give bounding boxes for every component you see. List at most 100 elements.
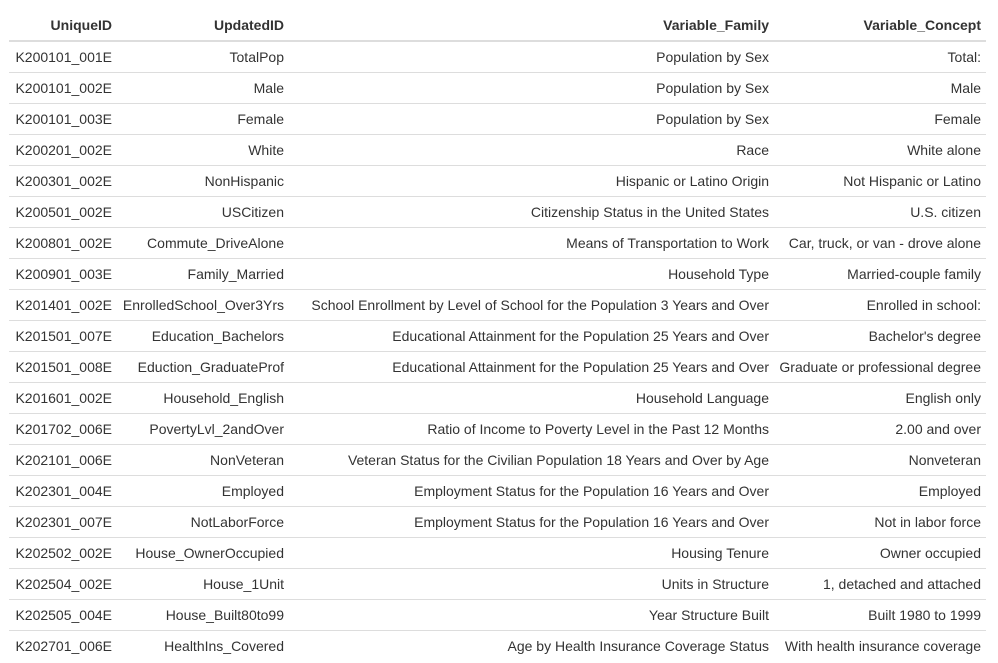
cell-variable-concept: Graduate or professional degree xyxy=(774,351,986,383)
cell-updatedid: Employed xyxy=(117,475,289,507)
cell-variable-family: Educational Attainment for the Populatio… xyxy=(289,351,774,383)
table-row: K200101_001E TotalPop Population by Sex Tot… xyxy=(9,41,986,73)
cell-uniqueid: K200301_002E xyxy=(9,165,117,197)
cell-uniqueid: K201601_002E xyxy=(9,382,117,414)
cell-uniqueid: K200101_002E xyxy=(9,72,117,104)
table-row: K202301_007E NotLaborForce Employment Stat… xyxy=(9,506,986,538)
cell-updatedid: Family_Married xyxy=(117,258,289,290)
table-row: K202101_006E NonVeteran Veteran Status for… xyxy=(9,444,986,476)
column-header-updatedid: UpdatedID xyxy=(117,9,289,42)
table-row: K200201_002E White Race White alone xyxy=(9,134,986,166)
cell-variable-concept: 1, detached and attached xyxy=(774,568,986,600)
cell-variable-concept: Female xyxy=(774,103,986,135)
cell-uniqueid: K202504_002E xyxy=(9,568,117,600)
cell-updatedid: PovertyLvl_2andOver xyxy=(117,413,289,445)
table-row: K200101_003E Female Population by Sex Femal… xyxy=(9,103,986,135)
table-header: UniqueID UpdatedID Variable_Family Varia… xyxy=(9,9,986,42)
cell-variable-family: Educational Attainment for the Populatio… xyxy=(289,320,774,352)
cell-uniqueid: K200801_002E xyxy=(9,227,117,259)
table-row: K201501_008E Eduction_GraduateProf Educati… xyxy=(9,351,986,383)
cell-uniqueid: K200101_001E xyxy=(9,41,117,73)
cell-updatedid: Household_English xyxy=(117,382,289,414)
table-row: K200501_002E USCitizen Citizenship Status … xyxy=(9,196,986,228)
cell-variable-family: Population by Sex xyxy=(289,72,774,104)
cell-uniqueid: K200501_002E xyxy=(9,196,117,228)
cell-variable-family: Ratio of Income to Poverty Level in the … xyxy=(289,413,774,445)
cell-updatedid: NonHispanic xyxy=(117,165,289,197)
table-row: K201401_002E EnrolledSchool_Over3Yrs Schoo… xyxy=(9,289,986,321)
table-row: K202701_006E HealthIns_Covered Age by Heal… xyxy=(9,631,986,662)
cell-variable-family: Citizenship Status in the United States xyxy=(289,196,774,228)
cell-variable-family: Employment Status for the Population 16 … xyxy=(289,475,774,507)
cell-variable-family: Race xyxy=(289,134,774,166)
cell-variable-family: Household Language xyxy=(289,382,774,414)
table-row: K202502_002E House_OwnerOccupied Housing T… xyxy=(9,537,986,569)
cell-variable-family: Means of Transportation to Work xyxy=(289,227,774,259)
cell-updatedid: HealthIns_Covered xyxy=(164,638,284,654)
table-row: K202301_004E Employed Employment Status fo… xyxy=(9,475,986,507)
cell-updatedid: EnrolledSchool_Over3Yrs xyxy=(117,289,289,321)
table-row: K200101_002E Male Population by Sex Male xyxy=(9,72,986,104)
cell-updatedid: NonVeteran xyxy=(117,444,289,476)
cell-updatedid: Commute_DriveAlone xyxy=(117,227,289,259)
cell-uniqueid: K202701_006E xyxy=(15,638,112,654)
cell-updatedid: Education_Bachelors xyxy=(117,320,289,352)
cell-variable-concept: Built 1980 to 1999 xyxy=(774,599,986,631)
cell-variable-concept: Not Hispanic or Latino xyxy=(774,165,986,197)
cell-updatedid: White xyxy=(117,134,289,166)
cell-variable-concept: Total: xyxy=(774,41,986,73)
cell-updatedid: House_1Unit xyxy=(117,568,289,600)
cell-variable-family: Units in Structure xyxy=(289,568,774,600)
cell-variable-family: School Enrollment by Level of School for… xyxy=(289,289,774,321)
header-row: UniqueID UpdatedID Variable_Family Varia… xyxy=(9,9,986,42)
cell-updatedid: House_OwnerOccupied xyxy=(117,537,289,569)
cell-variable-concept: Not in labor force xyxy=(774,506,986,538)
cell-variable-concept: Male xyxy=(774,72,986,104)
cell-updatedid: House_Built80to99 xyxy=(117,599,289,631)
data-table-container: UniqueID UpdatedID Variable_Family Varia… xyxy=(9,9,986,661)
cell-uniqueid: K202301_004E xyxy=(9,475,117,507)
table-row: K201501_007E Education_Bachelors Education… xyxy=(9,320,986,352)
cell-uniqueid: K202502_002E xyxy=(9,537,117,569)
census-variables-table: UniqueID UpdatedID Variable_Family Varia… xyxy=(9,9,986,661)
cell-variable-concept: Enrolled in school: xyxy=(774,289,986,321)
column-header-variable-concept: Variable_Concept xyxy=(774,9,986,42)
cell-variable-concept: Nonveteran xyxy=(774,444,986,476)
cell-updatedid: Male xyxy=(117,72,289,104)
cell-uniqueid: K202101_006E xyxy=(9,444,117,476)
cell-updatedid: NotLaborForce xyxy=(117,506,289,538)
cell-uniqueid: K200101_003E xyxy=(9,103,117,135)
table-row: K202505_004E House_Built80to99 Year Struct… xyxy=(9,599,986,631)
cell-variable-family: Population by Sex xyxy=(289,41,774,73)
cell-uniqueid: K201501_008E xyxy=(9,351,117,383)
cell-uniqueid: K201501_007E xyxy=(9,320,117,352)
cell-variable-family: Veteran Status for the Civilian Populati… xyxy=(289,444,774,476)
cell-variable-concept: Car, truck, or van - drove alone xyxy=(774,227,986,259)
cell-variable-concept: Owner occupied xyxy=(774,537,986,569)
column-header-variable-family: Variable_Family xyxy=(289,9,774,42)
cell-variable-concept: With health insurance coverage xyxy=(784,638,981,654)
cell-uniqueid: K200901_003E xyxy=(9,258,117,290)
cell-variable-concept: U.S. citizen xyxy=(774,196,986,228)
cell-variable-family: Employment Status for the Population 16 … xyxy=(289,506,774,538)
cell-updatedid: Eduction_GraduateProf xyxy=(117,351,289,383)
table-row: K201601_002E Household_English Household L… xyxy=(9,382,986,414)
cell-variable-concept: Employed xyxy=(774,475,986,507)
cell-variable-family: Household Type xyxy=(289,258,774,290)
cell-updatedid: USCitizen xyxy=(117,196,289,228)
cell-variable-family: Year Structure Built xyxy=(289,599,774,631)
cell-uniqueid: K200201_002E xyxy=(9,134,117,166)
cell-variable-concept: Married-couple family xyxy=(774,258,986,290)
cell-uniqueid: K202301_007E xyxy=(9,506,117,538)
cell-variable-family: Population by Sex xyxy=(289,103,774,135)
cell-uniqueid: K202505_004E xyxy=(9,599,117,631)
table-row: K200901_003E Family_Married Household Type… xyxy=(9,258,986,290)
cell-uniqueid: K201702_006E xyxy=(9,413,117,445)
table-row: K201702_006E PovertyLvl_2andOver Ratio of … xyxy=(9,413,986,445)
column-header-uniqueid: UniqueID xyxy=(9,9,117,42)
cell-variable-concept: 2.00 and over xyxy=(774,413,986,445)
table-row: K200301_002E NonHispanic Hispanic or Latin… xyxy=(9,165,986,197)
table-row: K202504_002E House_1Unit Units in Structur… xyxy=(9,568,986,600)
cell-variable-family: Housing Tenure xyxy=(289,537,774,569)
cell-variable-concept: White alone xyxy=(774,134,986,166)
